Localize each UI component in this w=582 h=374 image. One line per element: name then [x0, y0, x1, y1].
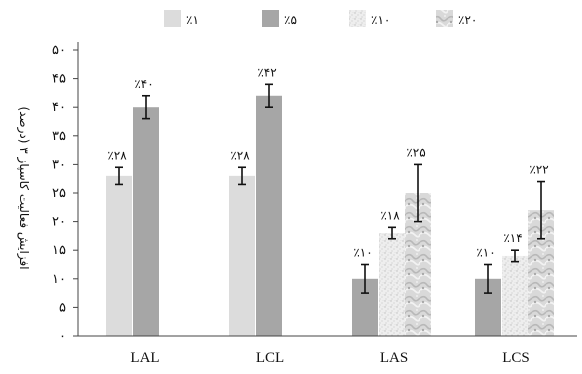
y-tick-label: ۵۰: [52, 43, 66, 58]
y-tick-label: ۴۵: [52, 72, 66, 87]
y-tick-label: ۲۵: [52, 186, 66, 201]
bar-lal-series-1: [106, 175, 132, 336]
data-label: ٪۱۰: [476, 246, 495, 260]
error-bars: [115, 83, 545, 294]
legend: ٪۱ ٪۵ ٪۱۰ ٪۲۰: [164, 10, 477, 27]
category-label-lal: LAL: [130, 350, 159, 366]
axes: [77, 42, 577, 337]
bars: [106, 95, 554, 336]
category-labels: LAL LCL LAS LCS: [130, 350, 529, 366]
data-label: ٪۲۵: [406, 145, 425, 159]
legend-swatch-series-2: [262, 10, 279, 27]
y-axis-label: افزایش فعالیت کاسپاز ۳ (درصد): [16, 106, 31, 269]
y-axis: ۰ ۵ ۱۰ ۱۵ ۲۰ ۲۵ ۳۰ ۳۵ ۴۰ ۴۵ ۵۰: [52, 43, 78, 344]
bar-lcs-series-3: [502, 255, 528, 336]
legend-label-series-2: ٪۵: [284, 13, 297, 27]
legend-swatch-series-4: [436, 10, 453, 27]
data-label: ٪۴۰: [134, 77, 153, 91]
data-label: ٪۱۸: [380, 208, 400, 222]
y-tick-label: ۵: [59, 300, 66, 315]
data-label: ٪۲۸: [230, 148, 250, 162]
y-tick-label: ۳۰: [52, 157, 66, 172]
data-label: ٪۲۸: [107, 148, 127, 162]
legend-label-series-4: ٪۲۰: [458, 13, 477, 27]
category-label-lcl: LCL: [256, 350, 284, 366]
y-tick-label: ۰: [59, 329, 66, 344]
legend-label-series-3: ٪۱۰: [371, 13, 390, 27]
bar-las-series-3: [379, 233, 405, 336]
y-tick-label: ۱۰: [52, 272, 66, 287]
data-label: ٪۴۲: [257, 65, 276, 79]
data-label: ٪۱۰: [353, 246, 372, 260]
legend-swatch-series-1: [164, 10, 181, 27]
data-labels: ٪۲۸ ٪۴۰ ٪۲۸ ٪۴۲ ٪۱۰ ٪۱۸ ٪۲۵ ٪۱۰ ٪۱۴ ٪۲۲: [107, 65, 548, 259]
category-label-lcs: LCS: [502, 350, 530, 366]
legend-label-series-1: ٪۱: [186, 13, 199, 27]
bar-lal-series-2: [133, 107, 159, 336]
y-tick-label: ۱۵: [52, 243, 66, 258]
y-tick-label: ۴۰: [52, 100, 66, 115]
y-tick-label: ۲۰: [52, 215, 66, 230]
category-label-las: LAS: [380, 350, 408, 366]
legend-swatch-series-3: [349, 10, 366, 27]
data-label: ٪۱۴: [503, 231, 522, 245]
bar-lcl-series-1: [229, 175, 255, 336]
bar-lcl-series-2: [256, 95, 282, 336]
data-label: ٪۲۲: [529, 163, 548, 177]
y-tick-label: ۳۵: [52, 129, 66, 144]
